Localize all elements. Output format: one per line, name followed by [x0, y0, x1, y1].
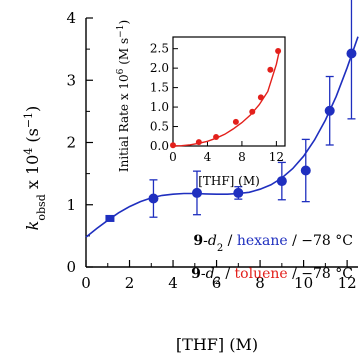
- inset-frame-box: [172, 36, 286, 147]
- legend-hyphen: -: [203, 233, 208, 249]
- inset-x-axis-title: [THF] (M): [198, 174, 260, 188]
- inset-y-tick-label: 2.5: [150, 42, 169, 56]
- main-y-label-base: k: [23, 221, 42, 231]
- inset-data-point: [232, 118, 239, 125]
- main-data-point: [324, 105, 335, 116]
- main-x-tick-label: 2: [125, 274, 135, 292]
- legend-subscript: 2: [215, 276, 221, 287]
- main-data-point: [346, 48, 357, 59]
- inset-plot-area: 0 4 8 12 0.0 0.5 1.0 1.5 2.0 2.5: [150, 36, 286, 164]
- inset-data-point: [195, 139, 202, 146]
- inset-data-point: [257, 94, 264, 101]
- inset-y-tick-label: 0.0: [150, 139, 169, 153]
- inset-y-label-unit-open: (M s: [117, 38, 131, 69]
- main-data-point: [191, 187, 202, 198]
- inset-y-label-unit-sup: −1: [116, 25, 126, 38]
- inset-data-point: [213, 134, 220, 141]
- main-x-tick-label: 8: [255, 274, 265, 292]
- main-y-tick-label: 1: [66, 196, 76, 214]
- inset-y-tick-label: 0.5: [150, 120, 169, 134]
- main-y-label-mid: x 10: [23, 155, 42, 195]
- main-y-tick-label: 2: [66, 134, 76, 152]
- inset-x-tick-label: 0: [169, 150, 177, 164]
- legend-italic: d: [206, 266, 215, 282]
- legend-temperature: / −78 °C: [288, 266, 353, 282]
- inset-y-tick-label: 1.0: [150, 100, 169, 114]
- inset-y-axis-title: Initial Rate x 106 (M s−1): [116, 20, 131, 172]
- inset-data-points: [170, 48, 282, 149]
- main-x-tick-label: 0: [81, 274, 91, 292]
- main-data-point: [276, 176, 287, 187]
- main-y-label-unit-open: (s: [23, 128, 42, 148]
- main-y-label-unit-sup: −1: [22, 112, 35, 128]
- main-x-ticks: 0 2 4 6 8 10 12: [81, 260, 357, 292]
- inset-y-ticks: 0.0 0.5 1.0 1.5 2.0 2.5: [150, 42, 178, 153]
- legend-italic: d: [208, 233, 217, 249]
- inset-fit-curve: [172, 48, 281, 147]
- inset-y-label-unit-close: ): [117, 20, 131, 25]
- legend-temperature: / −78 °C: [288, 233, 353, 249]
- main-y-axis-title: kobsd x 104 (s−1): [22, 106, 48, 231]
- legend-entry: 9-d2 / hexane / −78 °C: [193, 233, 353, 254]
- legend-separator: /: [221, 266, 235, 282]
- main-y-tick-label: 3: [66, 71, 76, 89]
- main-x-tick-label: 10: [294, 274, 313, 292]
- main-y-tick-label: 4: [66, 9, 76, 27]
- inset-data-point: [275, 48, 282, 55]
- inset-x-tick-label: 4: [204, 150, 212, 164]
- legend-entry: 9-d2 / toluene / −78 °C: [191, 266, 353, 287]
- legend-hyphen: -: [201, 266, 206, 282]
- main-data-point: [105, 214, 115, 222]
- main-fit-curve: [85, 36, 359, 238]
- legend-compound-number: 9: [191, 266, 201, 282]
- main-y-label-sup: 4: [22, 148, 35, 155]
- inset-y-tick-label: 2.0: [150, 61, 169, 75]
- legend-compound-number: 9: [193, 233, 203, 249]
- main-x-axis-title: [THF] (M): [176, 335, 258, 354]
- main-x-tick-label: 6: [212, 274, 222, 292]
- main-y-ticks: 0 1 2 3 4: [66, 9, 93, 276]
- main-x-tick-label: 4: [168, 274, 178, 292]
- legend-subscript: 2: [217, 243, 223, 254]
- legend-separator: /: [223, 233, 237, 249]
- inset-y-label-base: Initial Rate x 10: [117, 74, 131, 172]
- legend-solvent: hexane: [237, 233, 288, 249]
- inset-y-tick-label: 1.5: [150, 81, 169, 95]
- legend-solvent: toluene: [235, 266, 288, 282]
- inset-y-label-sup: 6: [116, 68, 126, 74]
- inset-x-tick-label: 12: [269, 150, 284, 164]
- legend: 9-d2 / hexane / −78 °C9-d2 / toluene / −…: [191, 233, 353, 287]
- inset-data-point: [267, 66, 274, 73]
- main-data-point: [300, 165, 311, 176]
- main-data-points: [105, 48, 357, 222]
- main-y-label-unit-close: ): [23, 106, 42, 112]
- inset-data-point: [170, 142, 176, 149]
- main-y-label-sub: obsd: [35, 194, 48, 220]
- main-x-tick-label: 12: [338, 274, 357, 292]
- inset-x-tick-label: 8: [238, 150, 246, 164]
- main-data-point: [148, 193, 159, 204]
- main-data-point: [233, 187, 244, 198]
- main-y-tick-label: 0: [66, 258, 76, 276]
- inset-data-point: [249, 108, 256, 115]
